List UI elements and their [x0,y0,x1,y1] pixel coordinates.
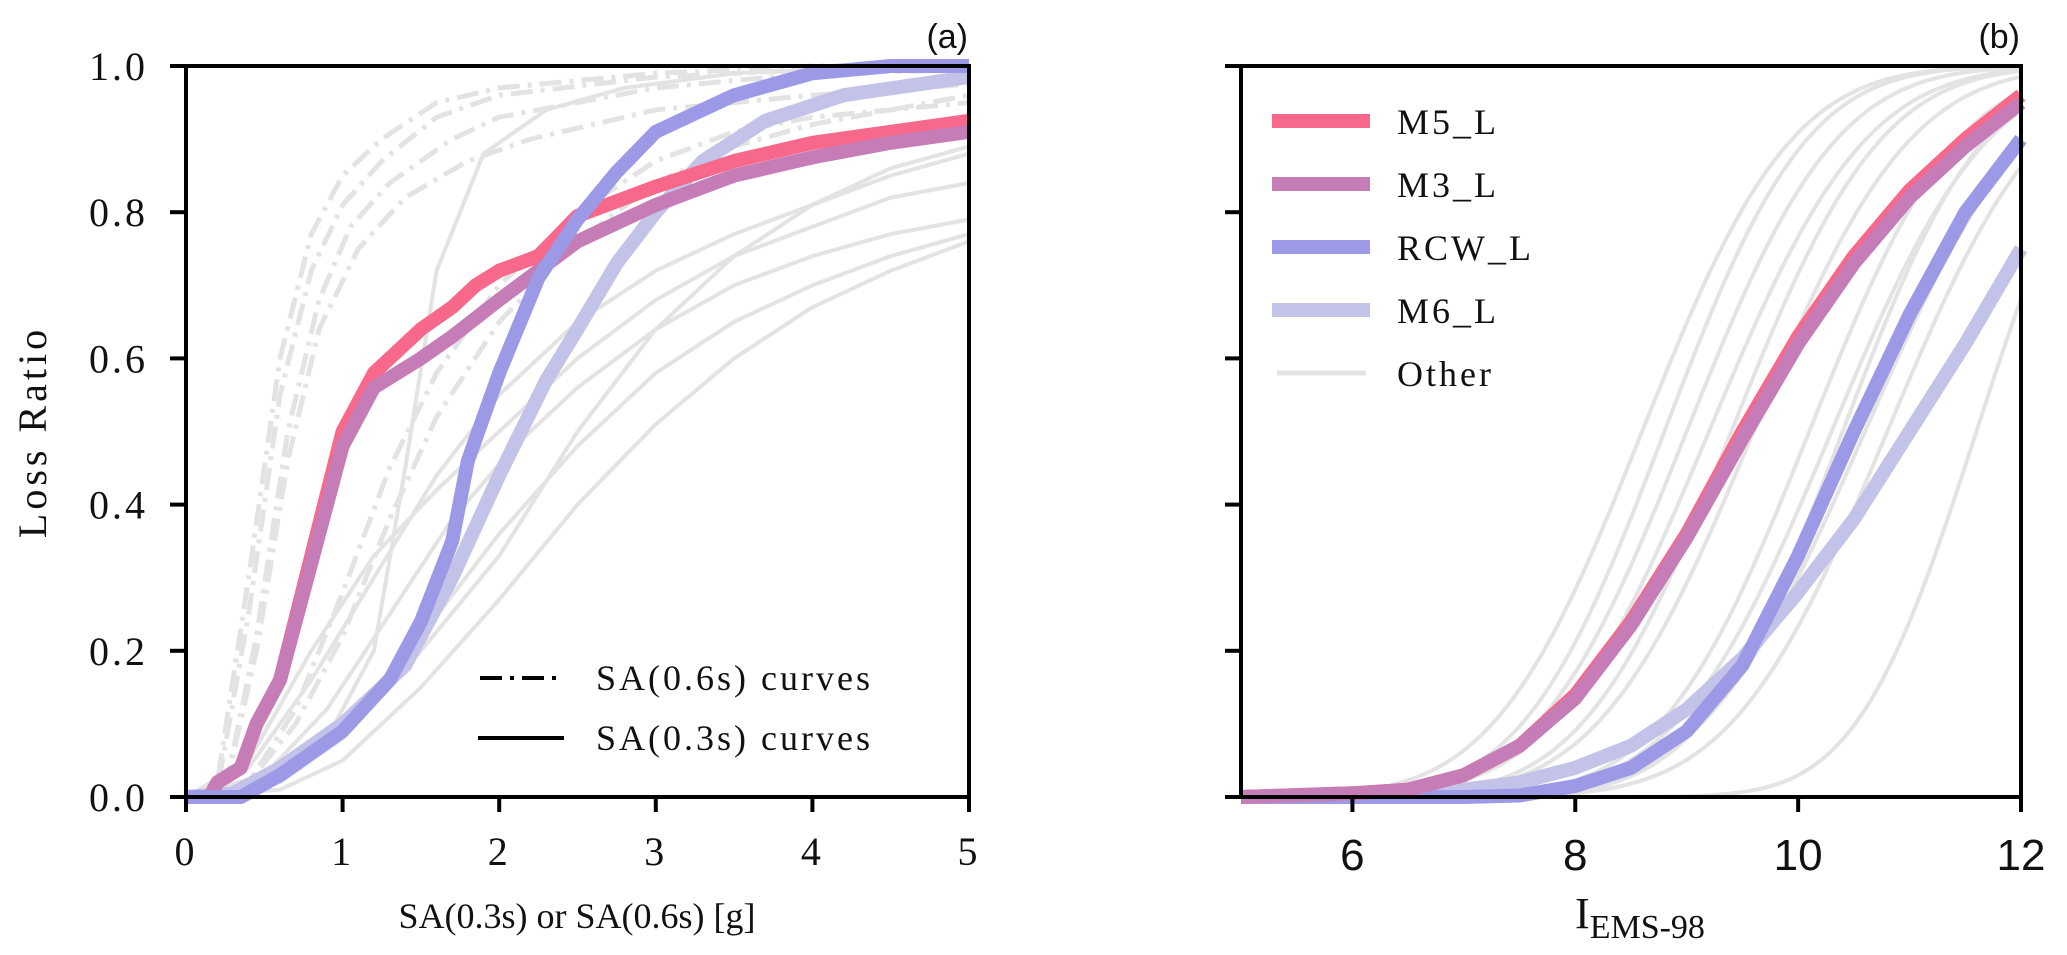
x-tick-label: 3 [644,829,667,874]
legend-label-m3-l: M3_L [1397,165,1499,205]
curve-m3-l [186,124,970,804]
panel-a-x-axis-label: SA(0.3s) or SA(0.6s) [g] [399,896,756,936]
x-tick-label: 10 [1774,831,1823,880]
curve-other-dashdot [185,67,970,800]
legend-label-m5-l: M5_L [1397,102,1499,142]
x-tick-label: 8 [1563,831,1587,880]
panel-b-y-ticks [1225,64,1241,799]
x-axis-label-subscript: EMS-98 [1590,909,1705,946]
curve-other-dashdot [185,92,970,800]
x-tick-label: 0 [175,829,198,874]
x-tick-label: 4 [801,829,824,874]
panel-a-y-ticks: 0.0 0.2 0.4 0.6 0.8 1.0 [89,44,186,820]
curve-m3-l [1240,97,2026,804]
curve-other-solid [185,217,970,799]
panel-b-x-ticks: 6 8 10 12 [1340,797,2045,880]
panel-a-x-ticks: 0 1 2 3 4 5 [175,797,981,874]
panel-a-highlight-curves [185,59,971,804]
legend-label-other: Other [1397,354,1494,394]
curve-other-solid [185,151,970,799]
curve-other-dashdot [184,63,969,800]
y-tick-label: 0.0 [89,775,148,820]
panel-b-highlight-curves [1240,89,2028,804]
panel-a-label: (a) [926,18,968,56]
curve-other-solid [185,239,970,799]
panel-a-y-axis-label: Loss Ratio [10,326,55,538]
curve-m6-l [1240,245,2028,804]
panel-b-label: (b) [1978,18,2020,56]
legend-label-rcw-l: RCW_L [1397,228,1534,268]
curve-other [1241,165,2023,799]
x-tick-label: 6 [1340,831,1364,880]
legend-label-m6-l: M6_L [1397,291,1499,331]
y-tick-label: 0.4 [89,483,148,528]
y-tick-label: 0.6 [89,336,148,381]
y-tick-label: 0.2 [89,629,148,674]
x-tick-label: 2 [488,829,511,874]
panel-a-legend: SA(0.6s) curves SA(0.3s) curves [478,658,873,758]
legend-sa03-label: SA(0.3s) curves [596,718,873,758]
curve-other-dashdot [185,81,970,800]
curve-rcw-l [186,59,969,804]
panel-a-axes-frame [184,64,971,799]
panel-a: 0 1 2 3 4 5 0.0 0.2 0.4 0.6 0.8 1.0 (a) SA(0.3s) o… [10,18,981,936]
x-tick-label: 1 [331,829,354,874]
panel-b-x-axis-label: IEMS-98 [1575,889,1705,946]
curve-other-dashdot [185,63,970,800]
curve-other-dashdot [185,100,970,800]
legend-sa06-label: SA(0.6s) curves [596,658,873,698]
y-tick-label: 0.8 [89,190,148,235]
x-tick-label: 12 [1997,831,2046,880]
panel-b-legend: M5_L M3_L RCW_L M6_L Other [1272,102,1534,394]
x-tick-label: 5 [958,829,981,874]
x-axis-label-main: I [1575,889,1590,938]
y-tick-label: 1.0 [89,44,148,89]
panel-b-axes-frame [1239,64,2023,799]
panel-b: 6 8 10 12 (b) IEMS-98 M5_L M3_L RCW_L M6_L Othe… [1225,18,2045,946]
curve-rcw-l [1241,134,2027,804]
